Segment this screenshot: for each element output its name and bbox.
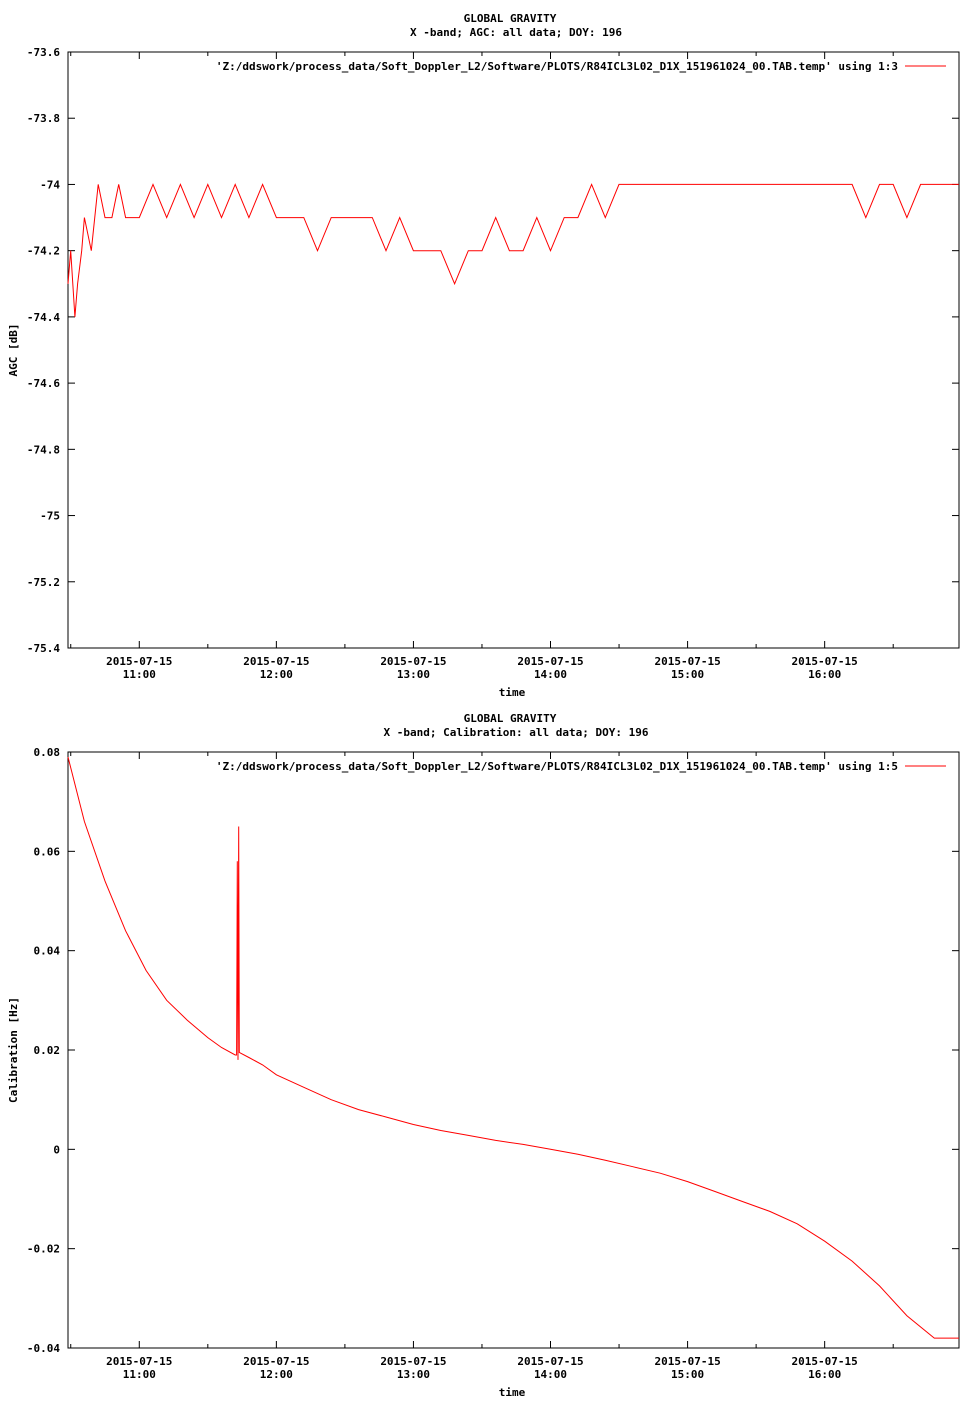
calibration-xtick-time-label: 11:00 (123, 1368, 156, 1381)
agc-y-axis: -73.6 -73.8 -74 -74.2 -74.4 -74.6 -74.8 -75 -75.… (27, 46, 959, 655)
calibration-ytick-label: -0.04 (27, 1342, 60, 1355)
calibration-ytick-label: -0.02 (27, 1243, 60, 1256)
agc-xtick-time-label: 14:00 (534, 668, 567, 681)
agc-xtick-date-label: 2015-07-15 (106, 655, 172, 668)
calibration-xtick-date-label: 2015-07-15 (654, 1355, 720, 1368)
agc-xtick-time-label: 12:00 (260, 668, 293, 681)
calibration-xtick-time-label: 13:00 (397, 1368, 430, 1381)
agc-ytick-label: -75.4 (27, 642, 60, 655)
calibration-xtick-date-label: 2015-07-15 (106, 1355, 172, 1368)
agc-ytick-label: -75 (40, 510, 60, 523)
calibration-y-axis: 0.08 0.06 0.04 0.02 0 -0.02 -0.04 (27, 746, 959, 1355)
agc-x-axis-label: time (499, 686, 526, 699)
calibration-ytick-label: 0 (53, 1143, 60, 1156)
agc-series-group (67, 183, 959, 317)
agc-xtick-date-label: 2015-07-15 (380, 655, 446, 668)
agc-xtick-date-label: 2015-07-15 (792, 655, 858, 668)
agc-xtick-time-label: 11:00 (123, 668, 156, 681)
calibration-xtick-time-label: 15:00 (671, 1368, 704, 1381)
agc-ytick-label: -73.6 (27, 46, 60, 59)
agc-chart: GLOBAL GRAVITY X -band; AGC: all data; D… (7, 12, 960, 699)
agc-ytick-label: -74 (40, 178, 60, 191)
calibration-chart: GLOBAL GRAVITY X -band; Calibration: all… (7, 712, 960, 1399)
calibration-plot-frame (67, 751, 960, 1349)
calibration-ytick-label: 0.04 (34, 945, 61, 958)
agc-ytick-label: -74.4 (27, 311, 60, 324)
agc-xtick-date-label: 2015-07-15 (654, 655, 720, 668)
agc-ytick-label: -74.8 (27, 443, 60, 456)
calibration-xtick-time-label: 12:00 (260, 1368, 293, 1381)
agc-ytick-label: -75.2 (27, 576, 60, 589)
agc-ytick-label: -74.2 (27, 245, 60, 258)
calibration-series-group (67, 756, 959, 1339)
calibration-ytick-label: 0.06 (34, 845, 61, 858)
agc-xtick-time-label: 15:00 (671, 668, 704, 681)
agc-xtick-date-label: 2015-07-15 (517, 655, 583, 668)
agc-x-axis: 2015-07-1511:002015-07-1512:002015-07-15… (70, 52, 894, 681)
agc-xtick-date-label: 2015-07-15 (243, 655, 309, 668)
calibration-xtick-time-label: 14:00 (534, 1368, 567, 1381)
calibration-series-line (67, 756, 959, 1339)
calibration-x-axis: 2015-07-1511:002015-07-1512:002015-07-15… (70, 752, 894, 1381)
calibration-xtick-date-label: 2015-07-15 (792, 1355, 858, 1368)
calibration-ytick-label: 0.08 (34, 746, 61, 759)
calibration-chart-title: GLOBAL GRAVITY (464, 712, 557, 725)
calibration-xtick-date-label: 2015-07-15 (243, 1355, 309, 1368)
agc-plot-frame (67, 51, 960, 649)
agc-legend-label: 'Z:/ddswork/process_data/Soft_Doppler_L2… (216, 60, 898, 73)
agc-series-line (67, 183, 959, 317)
agc-ytick-label: -73.8 (27, 112, 60, 125)
calibration-x-axis-label: time (499, 1386, 526, 1399)
calibration-xtick-date-label: 2015-07-15 (517, 1355, 583, 1368)
agc-chart-title: GLOBAL GRAVITY (464, 12, 557, 25)
agc-xtick-time-label: 16:00 (808, 668, 841, 681)
agc-xtick-time-label: 13:00 (397, 668, 430, 681)
calibration-ytick-label: 0.02 (34, 1044, 61, 1057)
agc-y-axis-label: AGC [dB] (7, 324, 20, 377)
agc-chart-subtitle: X -band; AGC: all data; DOY: 196 (410, 26, 622, 39)
calibration-legend-label: 'Z:/ddswork/process_data/Soft_Doppler_L2… (216, 760, 898, 773)
calibration-chart-subtitle: X -band; Calibration: all data; DOY: 196 (384, 726, 649, 739)
calibration-y-axis-label: Calibration [Hz] (7, 997, 20, 1103)
agc-ytick-label: -74.6 (27, 377, 60, 390)
calibration-xtick-date-label: 2015-07-15 (380, 1355, 446, 1368)
calibration-xtick-time-label: 16:00 (808, 1368, 841, 1381)
